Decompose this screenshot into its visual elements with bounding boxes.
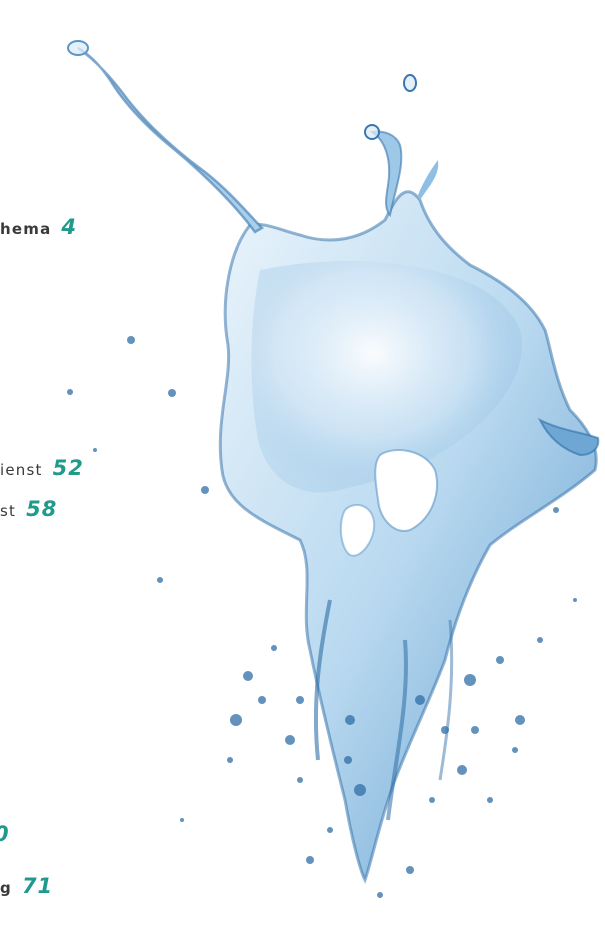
toc-entry[interactable]: ienst 52 [0,456,84,480]
toc-entry-title: ienst [0,461,43,479]
toc-entry-page: 52 [52,456,84,480]
toc-entry-page: 58 [26,497,58,521]
splash-droplets [67,40,577,898]
toc-entry[interactable]: hema 4 [0,215,77,239]
toc-entry[interactable]: st 58 [0,497,57,521]
toc-entry-title: st [0,502,17,520]
toc-entry[interactable]: g 71 [0,874,53,898]
toc-entry-title: g [0,879,12,897]
toc-entry[interactable]: 0 [0,822,10,846]
toc-entry-page: 71 [21,874,54,898]
toc-entry-title: hema [0,220,52,238]
toc-entry-page: 0 [0,822,10,846]
toc-entry-page: 4 [61,215,78,239]
splash-body [77,46,600,884]
